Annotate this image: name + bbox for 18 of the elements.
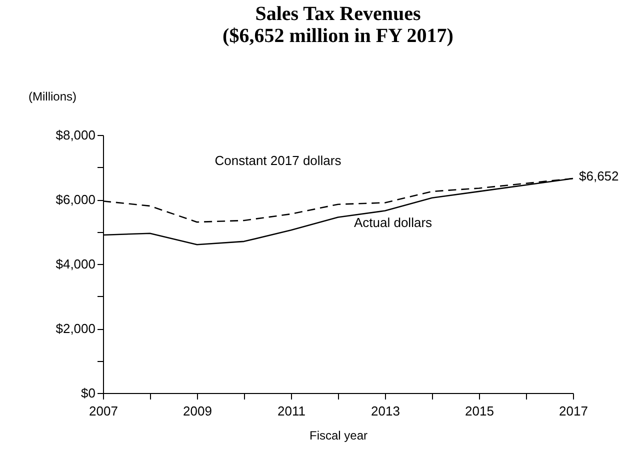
y-tick-label: $6,000 <box>56 192 96 207</box>
y-tick-label: $8,000 <box>56 128 96 142</box>
chart-subtitle: ($6,652 million in FY 2017) <box>222 25 454 47</box>
y-tick-label: $4,000 <box>56 256 96 272</box>
annotation: $6,652 <box>579 168 619 184</box>
x-tick-label: 2015 <box>465 404 494 418</box>
x-tick-label: 2013 <box>371 404 400 418</box>
x-axis-title: Fiscal year <box>309 428 368 442</box>
chart-title: Sales Tax Revenues <box>255 3 422 25</box>
y-axis-title: (Millions) <box>28 90 77 104</box>
x-tick-label: 2017 <box>559 404 588 418</box>
y-tick-label: $0 <box>81 386 96 400</box>
text: Constant 2017 dollars <box>214 153 342 168</box>
series-label: Actual dollars <box>354 215 433 230</box>
x-tick-label: 2011 <box>278 404 306 418</box>
y-tick-label: $2,000 <box>56 321 96 336</box>
x-tick-label: 2007 <box>89 404 118 418</box>
x-tick-label: 2009 <box>183 404 212 418</box>
